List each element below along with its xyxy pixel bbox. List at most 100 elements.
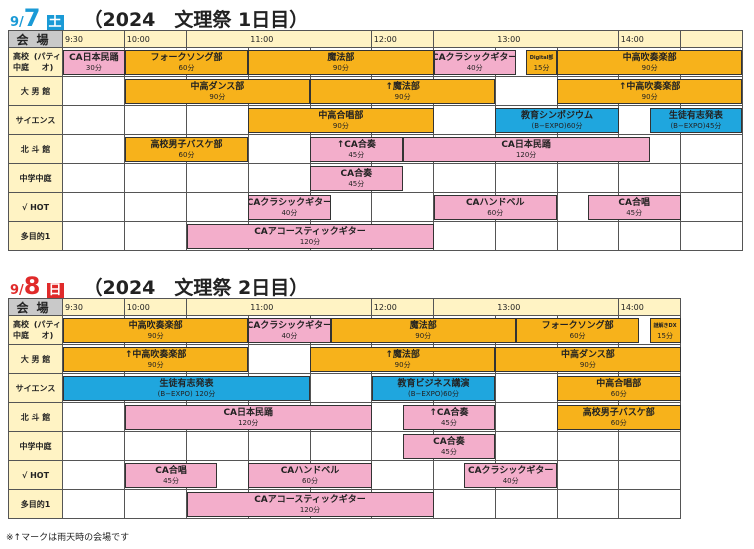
event-block[interactable]: CA日本民踊 120分 xyxy=(124,405,372,430)
event-block[interactable]: 魔法部 90分 xyxy=(330,318,516,343)
event-name: 中高合唱部 xyxy=(596,378,642,389)
grid-cell xyxy=(124,164,187,193)
venue-label: √ HOT xyxy=(8,193,63,222)
time-header xyxy=(557,298,620,316)
event-block[interactable]: 高校男子バスケ部 60分 xyxy=(557,405,681,430)
venue-name: 中学中庭 xyxy=(19,173,52,183)
grid-cell xyxy=(124,222,187,251)
event-block[interactable]: CAハンドベル 60分 xyxy=(248,463,372,488)
event-block[interactable]: 中高吹奏楽部 90分 xyxy=(557,50,743,75)
event-duration: 90分 xyxy=(332,121,349,130)
event-name: 中高吹奏楽部 xyxy=(128,320,183,331)
event-name: 高校男子バスケ部 xyxy=(150,139,223,150)
event-name: ↑中高吹奏楽部 xyxy=(618,81,681,92)
event-block[interactable]: 中高合唱部 60分 xyxy=(557,376,681,401)
venue-name: (パティオ) xyxy=(33,52,62,72)
event-block[interactable]: ↑魔法部 90分 xyxy=(310,79,496,104)
event-block[interactable]: Digital部 15分 xyxy=(526,50,557,75)
grid-cell xyxy=(495,432,558,461)
grid-cell xyxy=(186,164,249,193)
grid-cell xyxy=(495,490,558,519)
event-block[interactable]: ↑CA合奏 45分 xyxy=(402,405,496,430)
venue-label: 中学中庭 xyxy=(8,164,63,193)
event-block[interactable]: CA日本民踊 30分 xyxy=(63,50,125,75)
venue-label: 北 斗 館 xyxy=(8,403,63,432)
grid-cell xyxy=(495,164,558,193)
event-block[interactable]: 中高ダンス部 90分 xyxy=(495,347,681,372)
event-duration: 90分 xyxy=(147,360,164,369)
event-block[interactable]: CA合奏 45分 xyxy=(402,434,496,459)
time-header: 12:00 xyxy=(371,30,434,48)
grid-cell xyxy=(680,193,743,222)
time-header xyxy=(557,30,620,48)
event-block[interactable]: 生徒有志発表 (B−EXPO)45分 xyxy=(649,108,743,133)
venue-label: √ HOT xyxy=(8,461,63,490)
event-name: ↑中高吹奏楽部 xyxy=(124,349,187,360)
event-block[interactable]: ↑中高吹奏楽部 90分 xyxy=(63,347,249,372)
date-label: 9/7 xyxy=(10,4,41,32)
event-block[interactable]: 魔法部 90分 xyxy=(248,50,434,75)
event-block[interactable]: CA合唱 45分 xyxy=(124,463,218,488)
event-block[interactable]: 生徒有志発表 (B−EXPO) 120分 xyxy=(63,376,310,401)
event-name: フォークソング部 xyxy=(541,320,614,331)
event-block[interactable]: CAクラシックギター 40分 xyxy=(248,318,331,343)
day-of-week-badge: 日 xyxy=(46,283,64,299)
event-block[interactable]: 中高ダンス部 90分 xyxy=(124,79,310,104)
grid-cell xyxy=(124,490,187,519)
event-block[interactable]: CAアコースティックギター 120分 xyxy=(186,224,434,249)
grid-cell xyxy=(495,77,558,106)
grid-cell xyxy=(433,490,496,519)
event-block[interactable]: ↑中高吹奏楽部 90分 xyxy=(557,79,743,104)
grid-cell xyxy=(63,461,126,490)
event-name: 中高ダンス部 xyxy=(190,81,245,92)
venue-name: 多目的1 xyxy=(20,499,51,509)
grid-cell xyxy=(63,222,126,251)
grid-cell xyxy=(248,135,311,164)
event-duration: 60分 xyxy=(487,208,504,217)
venue-header: 会場 xyxy=(8,30,63,48)
event-name: 中高ダンス部 xyxy=(560,349,615,360)
event-name: CA合唱 xyxy=(618,197,650,208)
event-duration: 60分 xyxy=(178,150,195,159)
event-block[interactable]: フォークソング部 60分 xyxy=(124,50,249,75)
day-title: 9/7 土（2024 文理祭 1日目） xyxy=(10,4,308,32)
event-duration: 15分 xyxy=(657,331,674,340)
grid-cell xyxy=(618,135,681,164)
event-block[interactable]: CAクラシックギター 40分 xyxy=(464,463,557,488)
event-block[interactable]: 教育ビジネス講演 (B−EXPO)60分 xyxy=(371,376,496,401)
venue-name: 大 男 館 xyxy=(20,354,51,364)
event-name: CAクラシックギター xyxy=(248,197,331,208)
grid-cell xyxy=(124,193,187,222)
grid-cell xyxy=(248,432,311,461)
event-block[interactable]: CAハンドベル 60分 xyxy=(433,195,557,220)
event-duration: 90分 xyxy=(641,92,658,101)
event-block[interactable]: ↑魔法部 90分 xyxy=(310,347,496,372)
time-header: 13:00 xyxy=(495,30,558,48)
date-prefix: 9/ xyxy=(10,15,24,30)
event-duration: 45分 xyxy=(626,208,643,217)
event-block[interactable]: 高校男子バスケ部 60分 xyxy=(124,137,249,162)
event-duration: (B−EXPO)45分 xyxy=(670,121,722,130)
event-block[interactable]: 教育シンポジウム (B−EXPO)60分 xyxy=(495,108,619,133)
event-block[interactable]: CA合唱 45分 xyxy=(587,195,681,220)
event-block[interactable]: フォークソング部 60分 xyxy=(515,318,640,343)
event-duration: 120分 xyxy=(238,418,259,427)
event-block[interactable]: 中高合唱部 90分 xyxy=(248,108,434,133)
venue-label: 多目的1 xyxy=(8,490,63,519)
event-duration: 45分 xyxy=(348,179,365,188)
event-block[interactable]: 中高吹奏楽部 90分 xyxy=(63,318,249,343)
event-block[interactable]: ↑CA合奏 45分 xyxy=(310,137,403,162)
event-block[interactable]: CA日本民踊 120分 xyxy=(402,137,650,162)
event-block[interactable]: 謎解きDX 15分 xyxy=(649,318,681,343)
grid-cell xyxy=(433,222,496,251)
event-block[interactable]: CAアコースティックギター 120分 xyxy=(186,492,434,517)
event-block[interactable]: CAクラシックギター 40分 xyxy=(248,195,331,220)
event-name: ↑魔法部 xyxy=(385,81,420,92)
time-header xyxy=(186,298,249,316)
event-block[interactable]: CAクラシックギター 40分 xyxy=(433,50,516,75)
grid-cell xyxy=(371,461,434,490)
venue-name: サイエンス xyxy=(15,115,56,125)
time-header: 13:00 xyxy=(495,298,558,316)
event-block[interactable]: CA合奏 45分 xyxy=(310,166,403,191)
grid-cell xyxy=(371,193,434,222)
